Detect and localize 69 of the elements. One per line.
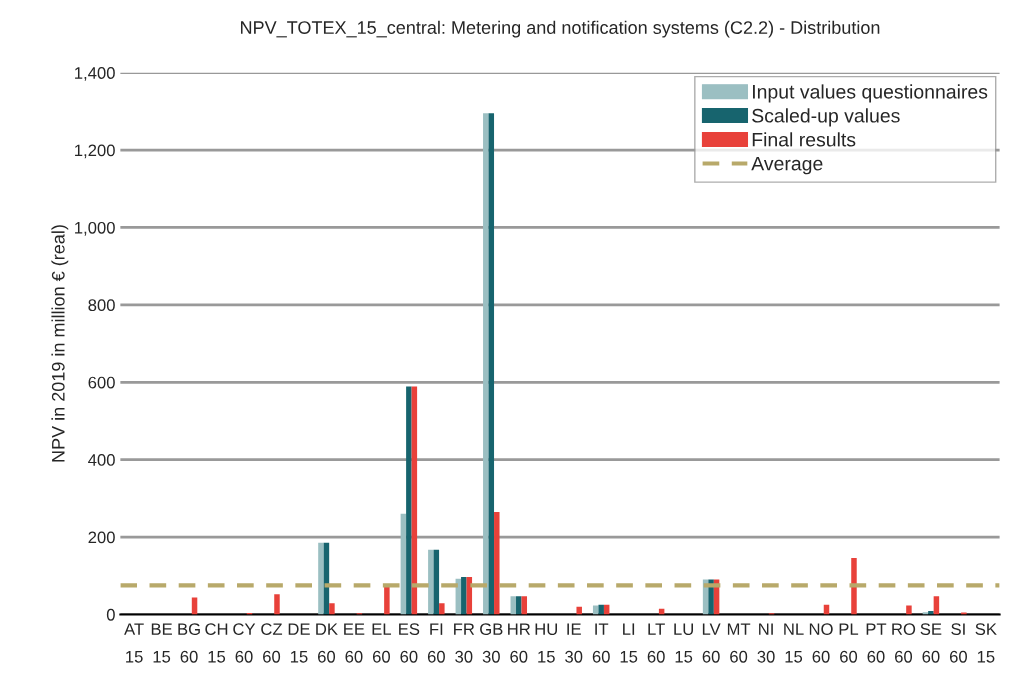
y-tick-label: 1,000 xyxy=(75,221,115,236)
bar xyxy=(488,113,495,615)
x-tick-label: NO 60 xyxy=(809,623,833,663)
bar xyxy=(318,542,324,615)
bar xyxy=(433,549,440,615)
x-tick-label: CH 15 xyxy=(205,623,228,663)
x-tick-label: NI 30 xyxy=(757,623,775,663)
x-tick-label: DE 15 xyxy=(288,623,310,663)
x-tick-label: CY 60 xyxy=(233,623,256,663)
bar xyxy=(851,557,857,615)
bar xyxy=(384,586,390,615)
bar xyxy=(521,596,528,615)
x-tick-label: GB 30 xyxy=(480,623,503,663)
legend-label: Average xyxy=(751,156,823,175)
bar xyxy=(191,597,198,615)
x-tick-label: EL 60 xyxy=(372,623,392,663)
bar xyxy=(933,596,940,615)
x-tick-label: LI 15 xyxy=(620,623,638,663)
legend-label: Scaled-up values xyxy=(752,108,900,127)
x-tick-label: BG 60 xyxy=(178,623,200,663)
bar xyxy=(461,576,467,615)
y-tick-label: 1,200 xyxy=(75,144,115,159)
x-tick-label: NL 15 xyxy=(784,623,804,663)
y-axis-title: NPV in 2019 in million € (real) xyxy=(51,225,69,462)
x-tick-label: LU 15 xyxy=(674,623,693,663)
bar xyxy=(428,549,434,615)
x-tick-label: MT 60 xyxy=(727,623,751,663)
x-tick-label: SK 15 xyxy=(975,623,997,663)
bar xyxy=(928,610,934,615)
x-tick-label: CZ 60 xyxy=(261,623,283,663)
x-tick-label: LT 60 xyxy=(647,623,665,663)
x-tick-label: SI 60 xyxy=(949,623,967,663)
chart-title: NPV_TOTEX_15_central: Metering and notification systems (C2.2) - Distribution xyxy=(241,20,880,38)
x-tick-label: HU 15 xyxy=(535,623,557,663)
y-tick-label: 800 xyxy=(88,299,115,312)
x-tick-label: DK 60 xyxy=(316,623,338,663)
x-tick-label: IE 30 xyxy=(565,623,583,663)
x-tick-label: EE 60 xyxy=(344,623,365,663)
x-tick-label: PT 60 xyxy=(866,623,887,663)
y-tick-label: 200 xyxy=(88,531,115,544)
bar xyxy=(483,113,489,615)
bar xyxy=(400,513,407,615)
x-tick-label: AT 15 xyxy=(124,623,144,663)
x-tick-label: HR 60 xyxy=(508,623,531,663)
y-tick-label: 600 xyxy=(88,376,115,389)
x-tick-label: FI 60 xyxy=(427,623,445,663)
x-tick-label: PL 60 xyxy=(839,623,859,663)
x-tick-label: SE 60 xyxy=(920,623,942,663)
x-tick-label: FR 30 xyxy=(454,623,475,663)
bar xyxy=(510,596,517,615)
bar xyxy=(329,603,335,615)
x-tick-label: IT 60 xyxy=(592,623,610,663)
bar xyxy=(598,604,604,615)
x-tick-label: LV 60 xyxy=(702,623,721,663)
legend-label: Input values questionnaires xyxy=(753,84,988,103)
y-tick-label: 0 xyxy=(106,608,115,621)
x-tick-label: BE 15 xyxy=(151,623,172,663)
bar xyxy=(494,511,500,615)
bar xyxy=(516,596,522,615)
bar xyxy=(274,594,280,615)
bar xyxy=(439,603,445,615)
bar xyxy=(406,386,412,615)
legend-label: Final results xyxy=(752,132,856,147)
y-tick-label: 1,400 xyxy=(75,67,115,81)
x-tick-label: RO 60 xyxy=(892,623,916,663)
y-tick-label: 400 xyxy=(88,454,115,466)
x-tick-label: ES 60 xyxy=(399,623,420,663)
bar xyxy=(906,605,912,615)
bar xyxy=(576,606,582,615)
